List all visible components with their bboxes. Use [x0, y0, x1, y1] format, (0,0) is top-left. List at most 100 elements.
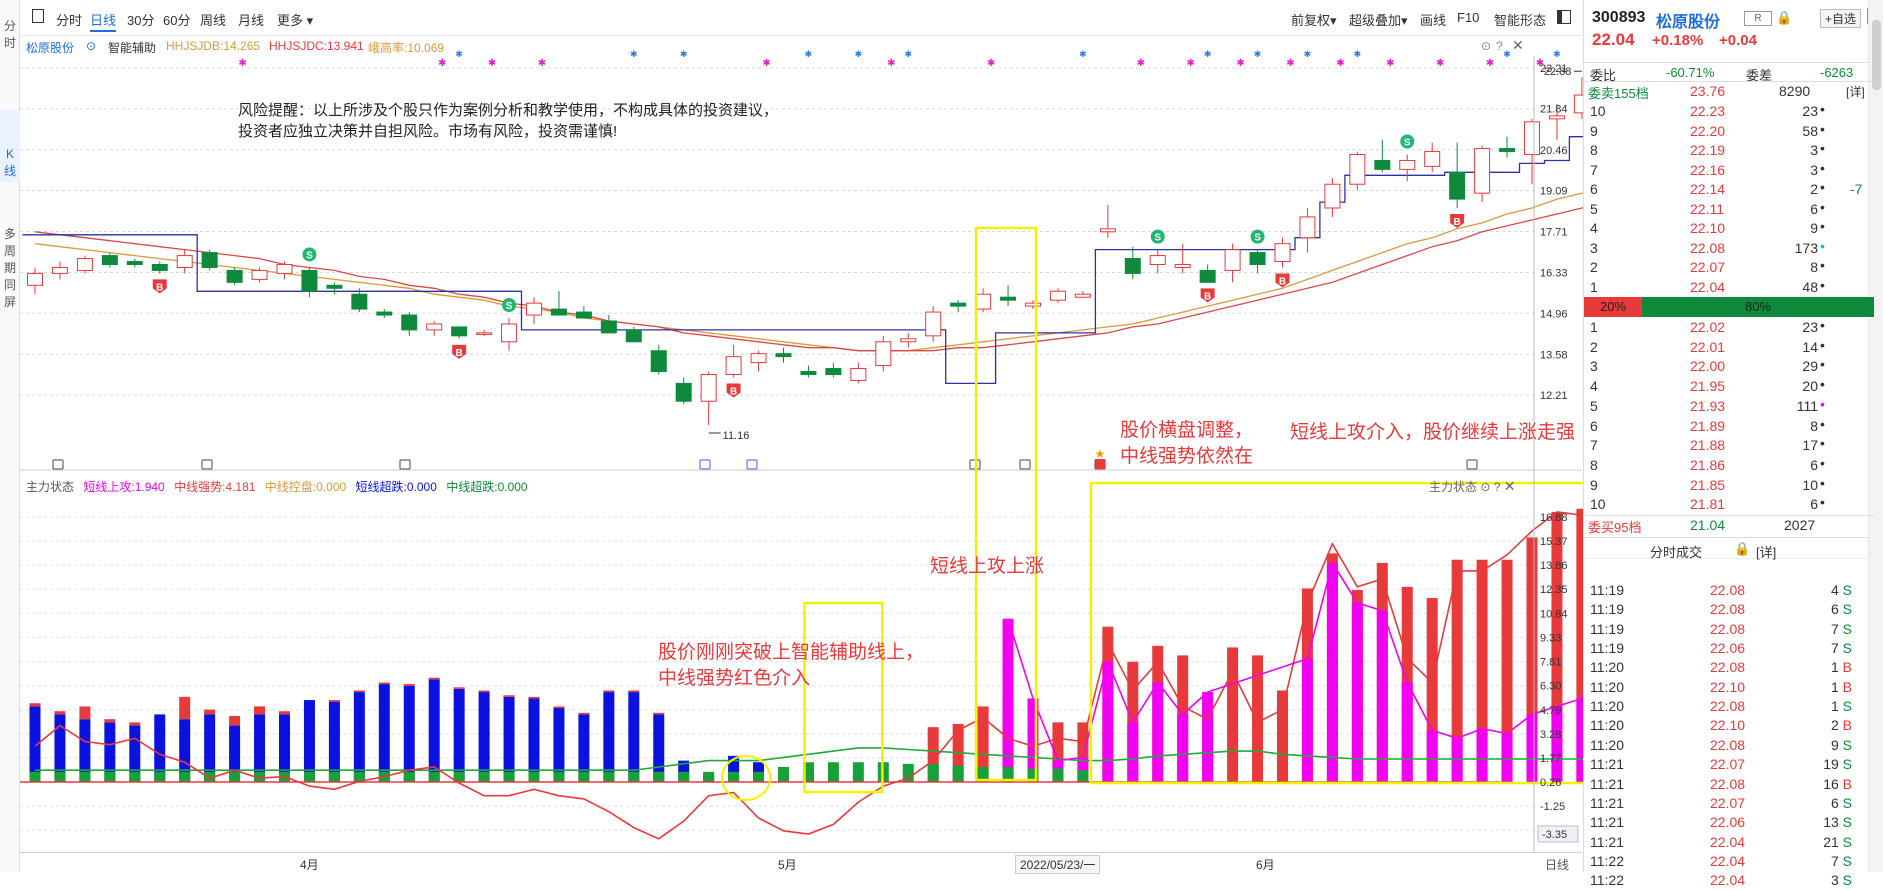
short-attack-box [803, 601, 884, 794]
flag-dot-icon: • [1820, 257, 1825, 273]
buy-row[interactable]: 4 21.95 20 • [1584, 376, 1874, 397]
close-icon[interactable]: ✕ [1503, 478, 1516, 494]
period-tab-weekly[interactable]: 周线 [200, 13, 227, 28]
indicator-info-bar: 松原股份 ⊙ 智能辅助 HHJSJDB:14.265 HHJSJDC:13.94… [20, 36, 1582, 56]
chevron-down-icon[interactable]: ⊙ [86, 39, 97, 53]
blue-bar [428, 679, 440, 782]
pink-star-icon: ✱ [1536, 58, 1544, 69]
sell-row[interactable]: 10 22.23 23 • [1584, 101, 1874, 122]
kline-chart[interactable]: 22.88 11.16 B B B B B B S S S S S ✱ ✱ ✱ ✱ ✱ ✱ ✱ ✱ ✱ ✱ ✱ ✱ ✱ ✱ ✱ ✱ ✱ ✱ ✱… [0, 0, 1620, 872]
draw-line-button[interactable]: 画线 [1420, 13, 1447, 28]
axis-low-badge [1537, 825, 1579, 843]
period-tab-daily[interactable]: 日线 [90, 10, 117, 32]
buy-row[interactable]: 8 21.86 6 • [1584, 455, 1874, 476]
period-tab-monthly[interactable]: 月线 [238, 13, 265, 28]
sell-row[interactable]: 2 22.07 8 • [1584, 257, 1874, 278]
signal-letter: S [1404, 138, 1411, 149]
price: 22.20 [1690, 122, 1726, 139]
collapse-panel-icon[interactable] [1557, 10, 1571, 24]
cursor-date-label: 2022/05/23/一 [1015, 855, 1101, 874]
sub-title[interactable]: 主力状态 [26, 480, 75, 494]
candle [625, 326, 642, 343]
candle-body [700, 373, 717, 402]
buy-total-vol: 2027 [1784, 517, 1816, 533]
green-line [35, 747, 1607, 771]
level2-badge[interactable]: R [1744, 11, 1772, 26]
period-more-dropdown[interactable]: 更多 ▾ [277, 10, 313, 29]
buy-row[interactable]: 2 22.01 14 • [1584, 337, 1874, 358]
trades-detail-link[interactable]: [详] [1756, 545, 1777, 560]
magenta-bar [1576, 698, 1588, 782]
f10-button[interactable]: F10 [1457, 10, 1480, 25]
nav-multi-period[interactable]: 多 周 期 同 屏 [0, 226, 20, 311]
sell-row[interactable]: 7 22.16 3 • [1584, 160, 1874, 181]
flag-dot-icon: • [1820, 395, 1825, 412]
signal-letter: S [506, 301, 513, 312]
candle-body [1149, 255, 1166, 265]
sell-row[interactable]: 8 22.19 3 • [1584, 140, 1874, 161]
candle [1399, 154, 1416, 182]
red-bar [553, 706, 565, 709]
signal-shape [452, 344, 467, 359]
indicator-tick-label: 13.86 [1540, 560, 1568, 572]
candle [875, 335, 892, 372]
buy-row[interactable]: 7 21.88 17 • [1584, 435, 1874, 456]
help-icon[interactable]: ? [1496, 39, 1503, 53]
settings-icon[interactable]: ⊙ [1481, 39, 1492, 53]
sell-row[interactable]: 3 22.08 173 • [1584, 238, 1874, 259]
lock-icon[interactable]: 🔒 [1776, 10, 1793, 25]
nav-fenshi[interactable]: 分 时 [0, 18, 20, 52]
trade-vol-num: 7 [1830, 620, 1843, 637]
signal-shape [1450, 214, 1465, 229]
buy-row[interactable]: 6 21.89 8 • [1584, 416, 1874, 437]
settings-icon[interactable]: ⊙ [1480, 480, 1491, 494]
nav-kline[interactable]: K 线 [0, 110, 20, 182]
trade-side: S [1842, 736, 1852, 753]
help-icon[interactable]: ? [1493, 480, 1501, 494]
sell-detail-link[interactable]: [详] [1846, 85, 1865, 99]
buy-row[interactable]: 9 21.85 10 • [1584, 475, 1874, 496]
period-mode-label[interactable]: 日线 [1545, 858, 1570, 872]
panel-scrollbar[interactable] [1868, 0, 1883, 872]
buy-row[interactable]: 10 21.81 6 • [1584, 494, 1874, 515]
month-label: 4月 [300, 858, 319, 872]
blue-bar [378, 684, 390, 782]
red-bar [179, 696, 191, 720]
close-icon[interactable]: ✕ [1512, 37, 1524, 53]
stock-name[interactable]: 松原股份 [1656, 14, 1721, 31]
axis-low-label: -3.35 [1542, 829, 1567, 841]
toggle-panel-icon[interactable] [32, 9, 44, 23]
period-tab-60min[interactable]: 60分 [163, 13, 191, 28]
candle-body [600, 320, 617, 334]
annotation-continue-up: 短线上攻介入，股价继续上涨走强 [1290, 420, 1575, 446]
volume: 20 [1802, 378, 1818, 395]
add-favorite-button[interactable]: +自选 [1820, 9, 1862, 28]
indicator-name[interactable]: 智能辅助 [108, 41, 157, 55]
buy-row[interactable]: 3 22.00 29 • [1584, 356, 1874, 377]
buy-row[interactable]: 1 22.02 23 • [1584, 317, 1874, 338]
period-tab-30min[interactable]: 30分 [127, 13, 155, 28]
candle-body [1025, 302, 1041, 307]
candle-body [1099, 228, 1116, 233]
candle-body [426, 323, 443, 331]
period-tab-fenshi[interactable]: 分时 [56, 13, 83, 28]
sell-row[interactable]: 6 22.14 2 • -7 [1584, 179, 1874, 200]
volume: 8 [1810, 259, 1818, 275]
price-tick-label: 17.71 [1540, 227, 1568, 239]
stock-name-label[interactable]: 松原股份 [26, 41, 75, 55]
sell-row[interactable]: 5 22.11 6 • [1584, 199, 1874, 220]
sell-row[interactable]: 9 22.20 58 • [1584, 121, 1874, 142]
green-bar [79, 771, 91, 782]
candle-body [925, 311, 942, 337]
scrollbar-thumb[interactable] [1872, 20, 1881, 90]
red-bar [353, 690, 365, 693]
sell-row[interactable]: 1 22.04 48 • [1584, 277, 1874, 298]
overlay-dropdown[interactable]: 超级叠加▾ [1349, 10, 1408, 29]
green-bar [902, 763, 914, 782]
sell-row[interactable]: 4 22.10 9 • [1584, 218, 1874, 239]
buy-row[interactable]: 5 21.93 111 • [1584, 395, 1874, 417]
fuquan-dropdown[interactable]: 前复权▾ [1291, 10, 1337, 29]
magenta-bar [1027, 698, 1039, 782]
smart-pattern-button[interactable]: 智能形态 [1494, 13, 1547, 28]
red-bar [528, 696, 540, 699]
